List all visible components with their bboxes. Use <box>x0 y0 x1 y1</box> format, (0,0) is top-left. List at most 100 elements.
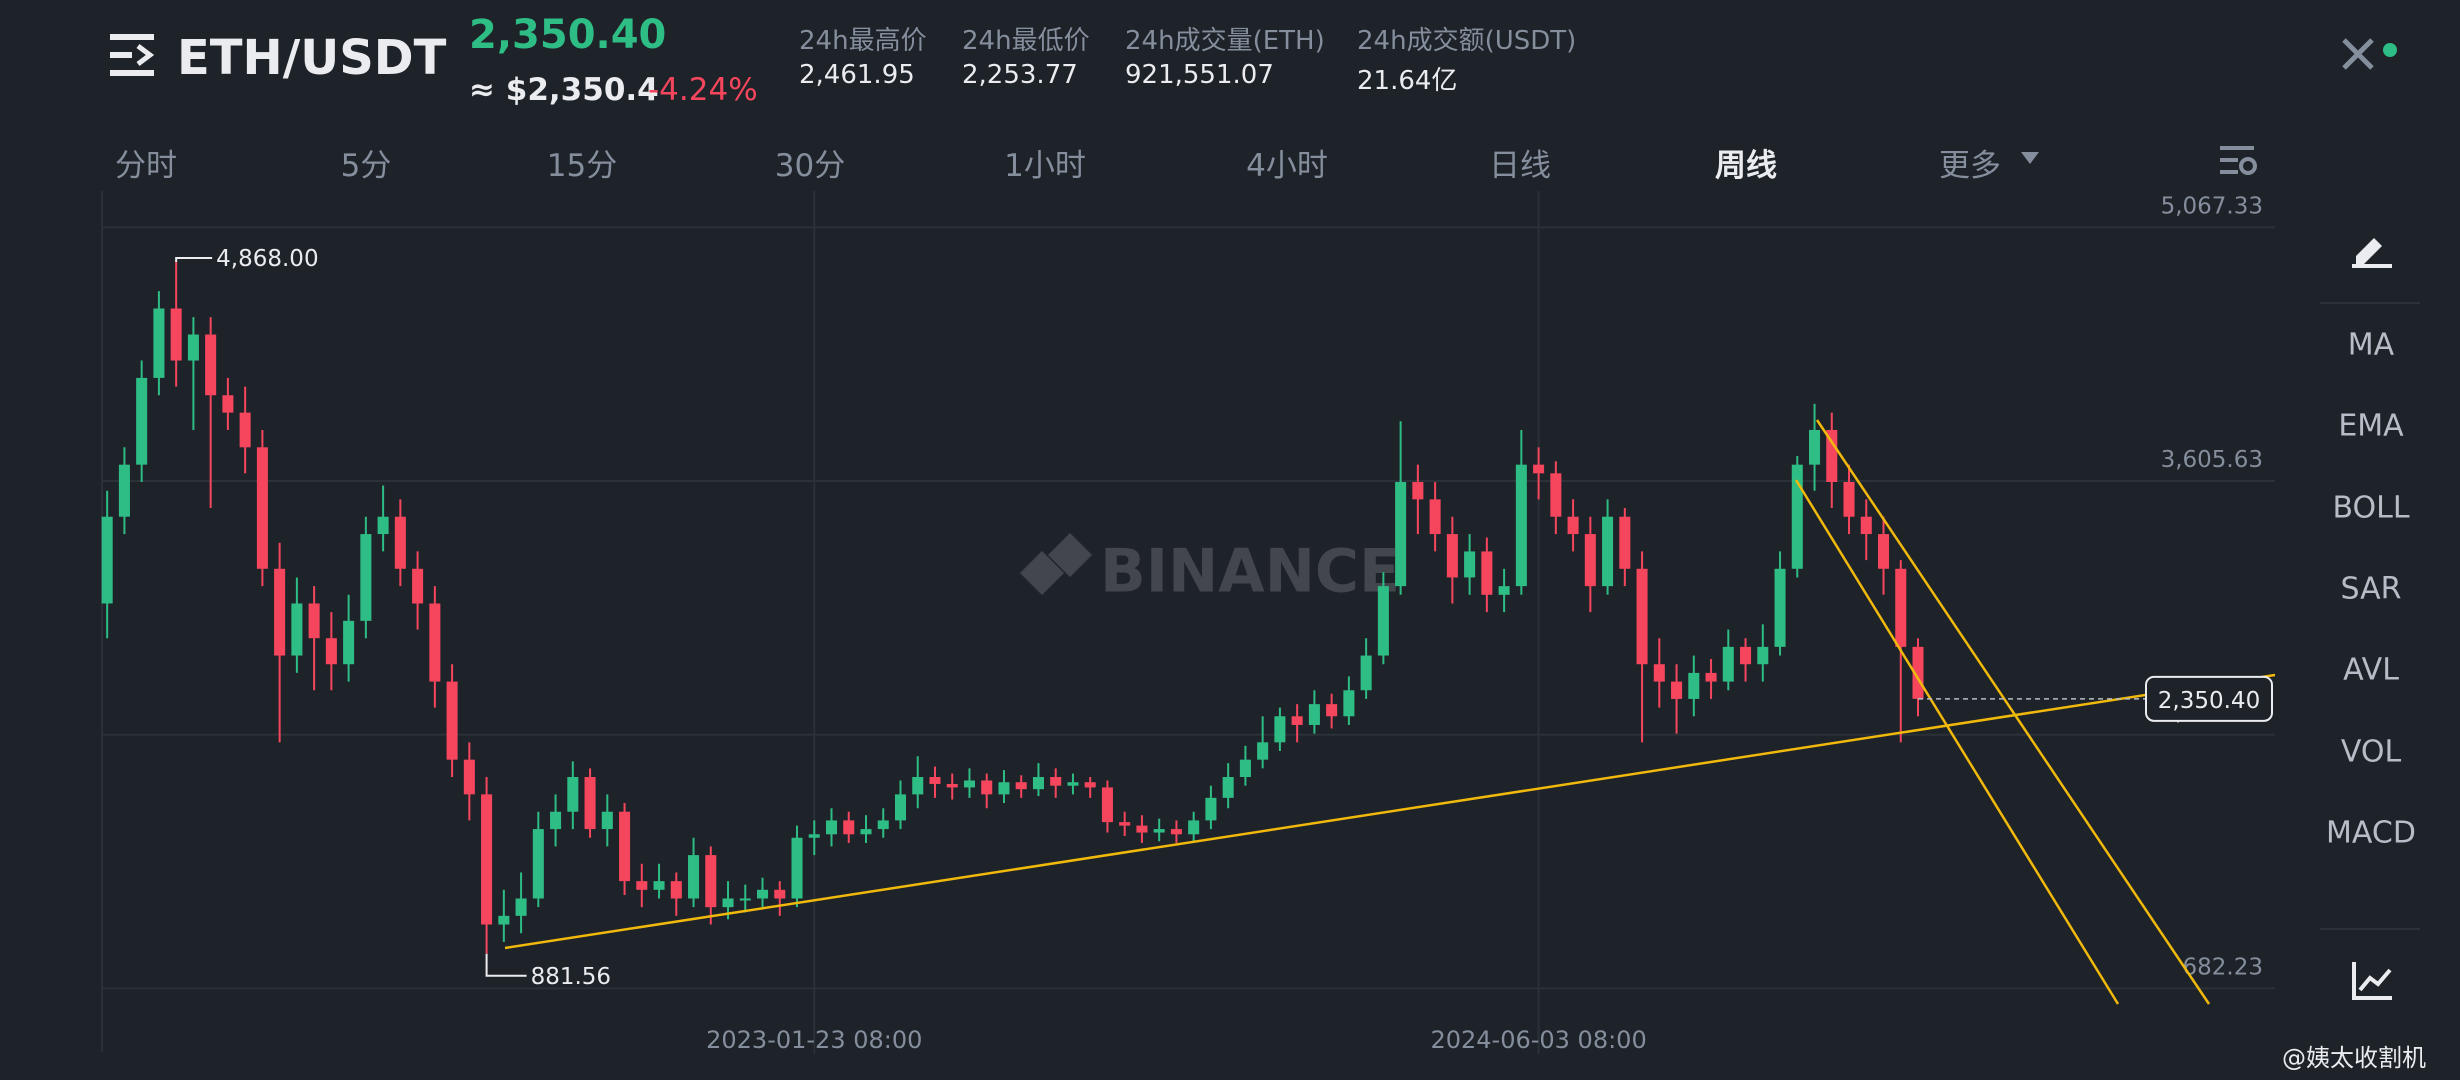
candle-body <box>1239 759 1251 778</box>
candle-body <box>1222 777 1234 798</box>
interval-tab[interactable]: 分时 <box>115 148 177 184</box>
last-price-box <box>2145 675 2273 722</box>
candle-body <box>1895 568 1907 647</box>
interval-tab[interactable]: 5分 <box>340 148 392 184</box>
candle-body <box>1602 516 1614 587</box>
candle-body <box>308 603 320 639</box>
indicator-button[interactable]: MACD <box>2326 815 2416 851</box>
candle-body <box>1412 482 1424 500</box>
candle-body <box>929 777 941 784</box>
candle-body <box>1446 534 1458 578</box>
close-button[interactable] <box>2340 36 2400 76</box>
candle-body <box>1498 586 1510 595</box>
candle-body <box>1377 586 1389 656</box>
candle-body <box>343 620 355 665</box>
stat-label: 24h成交量(ETH) <box>1125 26 1325 56</box>
candle-body <box>360 534 372 621</box>
candle-body <box>1119 822 1131 826</box>
candle-body <box>239 412 251 448</box>
candle-body <box>757 889 769 899</box>
candle-body <box>1860 516 1872 535</box>
low-label: 881.56 <box>531 964 611 990</box>
candle-body <box>1619 516 1631 569</box>
candle-body <box>515 898 527 916</box>
candle-body <box>1809 429 1821 465</box>
x-tick-label: 2023-01-23 08:00 <box>706 1026 922 1054</box>
candle-body <box>1170 829 1182 835</box>
indicator-button[interactable]: MA <box>2347 327 2395 363</box>
candle-body <box>843 820 855 835</box>
interval-tab[interactable]: 更多 <box>1939 148 2001 184</box>
candle-body <box>584 777 596 830</box>
stat-value: 2,461.95 <box>799 60 915 90</box>
candle-body <box>498 915 510 925</box>
usd-price: ≈ $2,350.4 <box>469 72 659 108</box>
interval-tab[interactable]: 4小时 <box>1246 148 1328 184</box>
trend-line[interactable] <box>1794 479 2120 1005</box>
candle-body <box>1274 716 1286 743</box>
candle-body <box>550 811 562 830</box>
separator <box>2320 928 2420 930</box>
credit: @姨太收割机 <box>2282 1044 2426 1072</box>
candle-body <box>429 603 441 682</box>
dropdown-arrow[interactable] <box>2019 150 2041 166</box>
stat-value: 921,551.07 <box>1125 60 1274 90</box>
candle-body <box>963 780 975 788</box>
trend-line[interactable] <box>504 673 2276 950</box>
candle-body <box>1343 690 1355 717</box>
interval-tab[interactable]: 周线 <box>1715 148 1777 184</box>
pair[interactable]: ETH/USDT <box>177 30 447 86</box>
candle-body <box>791 837 803 899</box>
candle-body <box>1912 646 1924 699</box>
candle-body <box>1791 464 1803 569</box>
candle-body <box>274 568 286 656</box>
candle-body <box>1877 534 1890 569</box>
watermark-text: BINANCE <box>1100 537 1400 607</box>
candle-body <box>1050 777 1062 786</box>
indicator-settings-icon[interactable] <box>2350 960 2394 1002</box>
menu-icon[interactable] <box>108 32 160 78</box>
candle-body <box>118 464 130 517</box>
indicator-button[interactable]: AVL <box>2343 652 2399 688</box>
candle-body <box>1257 742 1269 760</box>
candle-body <box>912 777 924 795</box>
candle-body <box>136 377 148 465</box>
candle-body <box>481 794 493 925</box>
candle-body <box>1308 704 1320 725</box>
trend-line[interactable] <box>1815 419 2211 1005</box>
candle-body <box>705 855 717 908</box>
indicator-button[interactable]: EMA <box>2338 408 2404 444</box>
candle-body <box>1774 568 1786 647</box>
interval-tab[interactable]: 1小时 <box>1004 148 1086 184</box>
candle-body <box>325 638 337 665</box>
interval-tab[interactable]: 日线 <box>1489 148 1551 184</box>
candle-body <box>998 782 1010 795</box>
chart-settings-icon[interactable] <box>2218 142 2258 178</box>
y-tick-label: 5,067.33 <box>2161 193 2263 219</box>
candle-body <box>205 334 217 396</box>
candle-body <box>1032 777 1044 790</box>
stat-label: 24h成交额(USDT) <box>1357 26 1577 56</box>
candle-body <box>636 881 648 890</box>
candle-body <box>1153 829 1165 833</box>
candle-body <box>1067 782 1079 786</box>
indicator-button[interactable]: VOL <box>2340 734 2402 769</box>
interval-tab[interactable]: 30分 <box>774 148 846 184</box>
indicator-button[interactable]: BOLL <box>2332 490 2410 526</box>
indicator-button[interactable]: SAR <box>2340 571 2402 607</box>
interval-tab[interactable]: 15分 <box>546 148 618 184</box>
candle-body <box>894 794 907 821</box>
candle-body <box>1722 646 1734 682</box>
draw-tool-icon[interactable] <box>2350 228 2394 268</box>
stat-value: 21.64亿 <box>1357 66 1458 96</box>
candle-body <box>653 881 665 890</box>
candle-body <box>394 516 406 569</box>
candle-body <box>1015 782 1027 790</box>
low-marker <box>485 953 527 977</box>
candle-body <box>1326 704 1338 717</box>
high-label: 4,868.00 <box>216 246 318 272</box>
candle-body <box>1101 787 1113 823</box>
candle-body <box>1464 551 1476 578</box>
candle-body <box>877 820 889 830</box>
